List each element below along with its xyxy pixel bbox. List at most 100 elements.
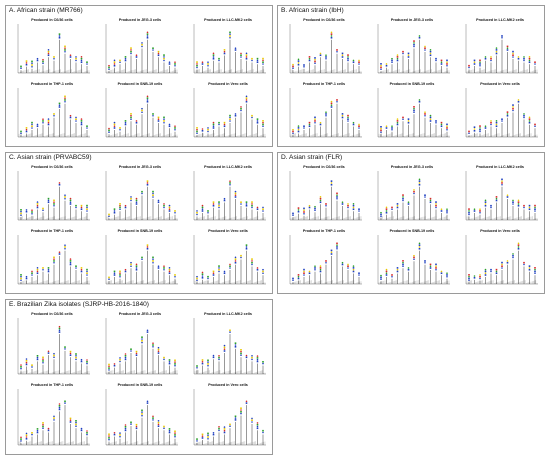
glycan-symbol: [330, 251, 333, 253]
glycan-symbol: [484, 268, 487, 271]
glycan-symbol: [429, 120, 432, 122]
plot-title: Produced in SNB-19 cells: [117, 229, 163, 233]
glycan-symbol: [352, 265, 355, 267]
glycan-symbol: [146, 100, 149, 103]
glycan-symbol: [446, 274, 448, 276]
glycan-symbol: [358, 61, 360, 63]
glycan-symbol: [501, 263, 503, 266]
glycan-symbol: [380, 129, 382, 132]
glycan-symbol: [135, 56, 138, 58]
glycan-symbol: [484, 199, 487, 202]
glycan-symbol: [245, 97, 248, 99]
glycan-symbol: [201, 206, 204, 209]
glycan-symbol: [113, 61, 116, 63]
glycan-symbol: [86, 208, 88, 210]
glycan-symbol: [20, 366, 22, 368]
glycan-symbol: [251, 419, 253, 421]
glycan-symbol: [174, 211, 176, 214]
glycan-symbol: [490, 56, 492, 58]
glycan-symbol: [218, 59, 220, 62]
glycan-symbol: [119, 208, 121, 211]
glycan-symbol: [53, 199, 55, 202]
glycan-symbol: [174, 432, 176, 434]
glycan-symbol: [407, 118, 410, 120]
glycan-symbol: [512, 104, 514, 106]
glycan-symbol: [292, 214, 294, 216]
plot-title: Produced in C6/36 cells: [303, 165, 345, 169]
spectrum-plot: Produced in JEG-3 cells: [372, 165, 452, 225]
glycan-symbol: [53, 261, 55, 264]
glycan-symbol: [124, 57, 127, 60]
glycan-symbol: [20, 367, 22, 370]
glycan-symbol: [402, 50, 404, 53]
glycan-symbol: [325, 57, 327, 60]
glycan-symbol: [80, 268, 83, 271]
glycan-symbol: [20, 440, 22, 442]
glycan-symbol: [163, 56, 165, 58]
glycan-symbol: [385, 206, 388, 209]
glycan-symbol: [380, 66, 382, 69]
glycan-symbol: [80, 204, 83, 207]
glycan-symbol: [347, 56, 349, 58]
glycan-symbol: [69, 201, 72, 203]
glycan-symbol: [245, 100, 248, 103]
glycan-symbol: [212, 57, 215, 60]
plot-title: Produced in LLC-MK2 cells: [204, 312, 252, 316]
glycan-symbol: [218, 206, 220, 209]
glycan-symbol: [303, 274, 305, 276]
glycan-symbol: [347, 263, 349, 266]
plot-title: Produced in JEG-3 cells: [390, 165, 434, 169]
spectrum-plot: Produced in THP-1 cells: [284, 229, 364, 289]
glycan-symbol: [163, 204, 165, 207]
glycan-symbol: [163, 206, 165, 209]
glycan-symbol: [251, 258, 253, 260]
glycan-symbol: [168, 428, 171, 430]
glycan-symbol: [218, 121, 220, 124]
glycan-symbol: [141, 336, 143, 338]
glycan-symbol: [86, 433, 88, 436]
glycan-symbol: [292, 65, 294, 68]
glycan-symbol: [262, 206, 264, 209]
glycan-symbol: [251, 59, 253, 62]
glycan-symbol: [130, 421, 132, 424]
glycan-symbol: [479, 128, 481, 131]
glycan-symbol: [501, 182, 503, 184]
glycan-symbol: [245, 247, 248, 250]
glycan-symbol: [141, 190, 143, 193]
glycan-symbol: [75, 420, 77, 422]
glycan-symbol: [251, 57, 253, 60]
glycan-symbol: [20, 274, 22, 276]
glycan-symbol: [152, 113, 154, 115]
glycan-symbol: [223, 426, 226, 428]
glycan-symbol: [212, 203, 215, 205]
glycan-symbol: [330, 249, 333, 252]
glycan-symbol: [468, 275, 470, 278]
glycan-symbol: [240, 203, 242, 205]
glycan-symbol: [135, 350, 138, 353]
glycan-symbol: [352, 121, 355, 124]
glycan-symbol: [523, 263, 525, 266]
glycan-symbol: [358, 127, 360, 129]
glycan-symbol: [223, 199, 226, 202]
glycan-symbol: [157, 50, 160, 53]
glycan-symbol: [534, 204, 536, 207]
glycan-symbol: [358, 59, 360, 62]
glycan-symbol: [25, 60, 28, 62]
glycan-symbol: [424, 113, 426, 115]
glycan-symbol: [113, 208, 116, 210]
glycan-symbol: [501, 36, 503, 39]
glycan-symbol: [484, 127, 487, 129]
glycan-symbol: [124, 427, 127, 430]
glycan-symbol: [36, 268, 39, 271]
glycan-symbol: [53, 203, 55, 205]
glycan-symbol: [336, 246, 338, 248]
glycan-symbol: [297, 128, 300, 131]
axis-line: [465, 171, 538, 221]
panel-title: A. African strain (MR766): [9, 7, 83, 14]
glycan-symbol: [479, 127, 481, 129]
glycan-symbol: [528, 57, 531, 60]
glycan-symbol: [234, 258, 237, 260]
glycan-symbol: [330, 182, 333, 184]
glycan-symbol: [319, 197, 322, 200]
glycan-symbol: [234, 47, 237, 49]
